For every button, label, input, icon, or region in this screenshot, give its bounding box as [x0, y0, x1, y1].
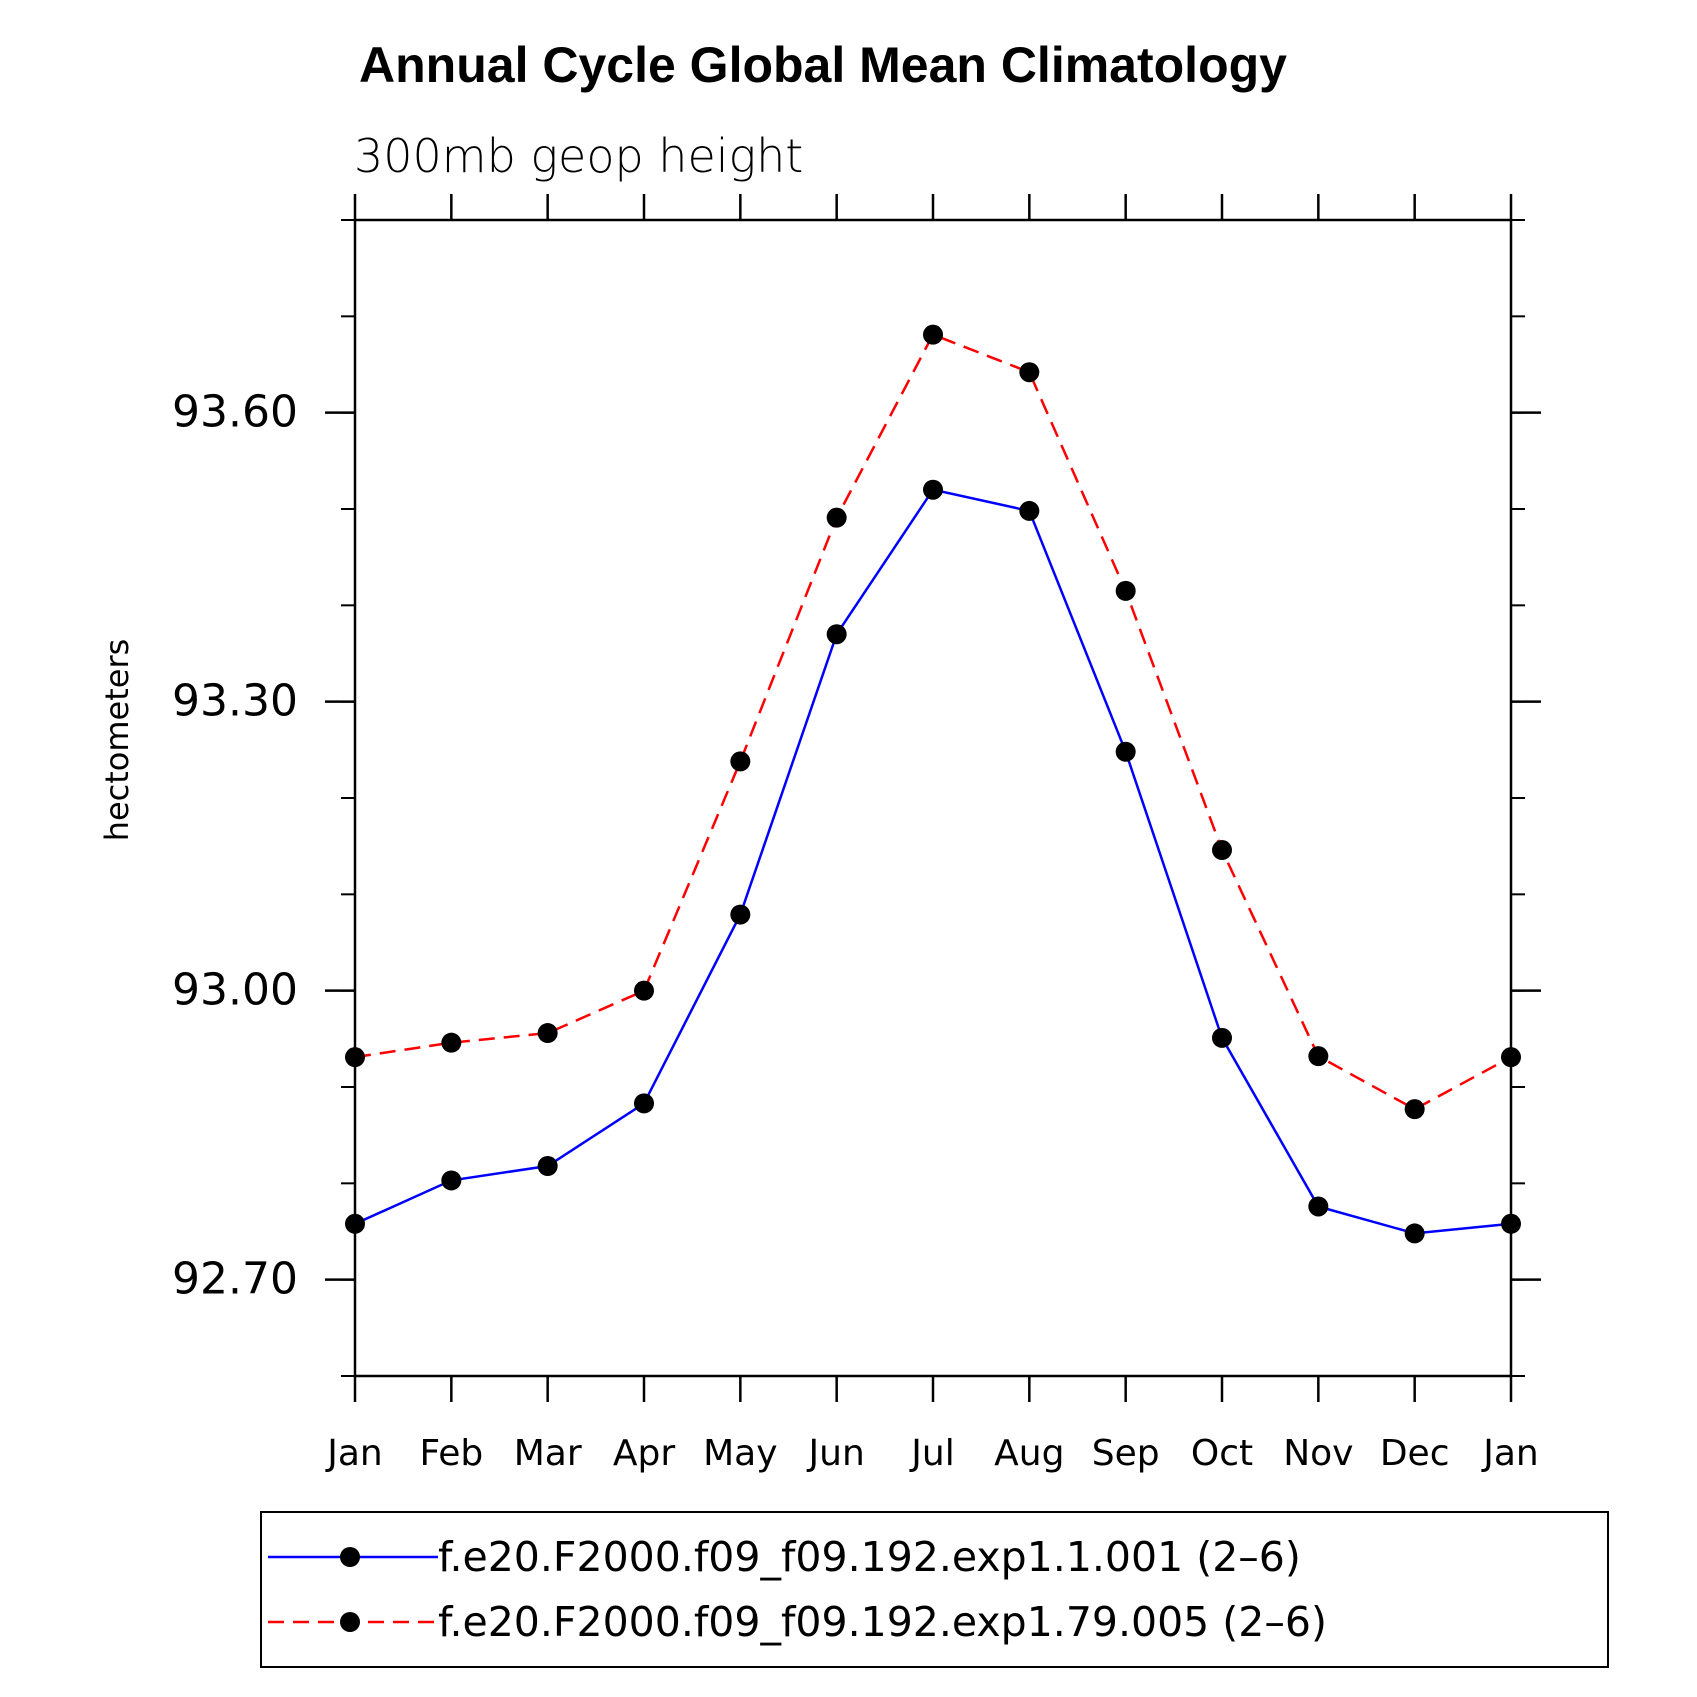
data-point-series-1 — [634, 1093, 654, 1114]
data-point-series-1 — [1212, 1027, 1232, 1048]
x-tick-label: Jul — [909, 1433, 954, 1474]
legend-box — [260, 1511, 1609, 1668]
series-line-1 — [354, 488, 1512, 1235]
y-tick-label: 93.60 — [172, 387, 298, 438]
data-point-series-1 — [1308, 1196, 1329, 1217]
data-point-series-1 — [1019, 500, 1040, 521]
x-tick-label: Apr — [613, 1433, 675, 1474]
series-lines — [354, 333, 1512, 1235]
x-tick-label: Jun — [807, 1433, 865, 1474]
x-tick-label: Mar — [514, 1433, 582, 1474]
axis-ticks — [325, 194, 1541, 1402]
data-point-series-1 — [1404, 1223, 1425, 1244]
y-tick-labels: 92.70 93.00 93.30 93.60 — [172, 387, 298, 1305]
y-tick-label: 92.70 — [172, 1254, 298, 1305]
data-point-series-2 — [1115, 580, 1136, 601]
chart-title: Annual Cycle Global Mean Climatology — [359, 37, 1287, 93]
y-tick-label: 93.00 — [172, 965, 298, 1016]
data-point-series-2 — [441, 1032, 462, 1053]
data-point-series-2 — [1212, 840, 1232, 861]
data-point-series-2 — [826, 507, 847, 528]
x-tick-label: Nov — [1283, 1433, 1353, 1474]
x-tick-label: Jan — [1481, 1433, 1539, 1474]
data-point-series-1 — [1115, 741, 1136, 762]
x-tick-label: Aug — [994, 1433, 1064, 1474]
data-point-series-2 — [537, 1023, 558, 1044]
data-point-series-1 — [826, 624, 847, 645]
data-point-series-2 — [1019, 362, 1040, 383]
legend-marker-series-2 — [340, 1612, 360, 1632]
data-point-series-1 — [1501, 1213, 1521, 1234]
legend-label-series-1: f.e20.F2000.f09_f09.192.exp1.1.001 (2–6) — [438, 1533, 1301, 1581]
legend-label-series-2: f.e20.F2000.f09_f09.192.exp1.79.005 (2–6… — [438, 1598, 1327, 1646]
x-tick-label: Oct — [1191, 1433, 1253, 1474]
data-point-series-1 — [537, 1155, 558, 1176]
data-point-series-1 — [345, 1213, 365, 1234]
data-point-series-2 — [634, 980, 654, 1001]
series-markers — [345, 324, 1521, 1244]
data-point-series-1 — [923, 479, 943, 500]
data-point-series-2 — [923, 324, 943, 345]
x-tick-label: May — [703, 1433, 777, 1474]
legend-marker-series-1 — [340, 1547, 360, 1567]
x-tick-labels: Jan Feb Mar Apr May Jun Jul Aug Sep Oct Nov Dec Jan — [325, 1433, 1539, 1474]
chart-subtitle: 300mb geop height — [354, 129, 803, 183]
data-point-series-2 — [1404, 1099, 1425, 1120]
data-point-series-1 — [730, 904, 751, 925]
series-line-2 — [354, 333, 1512, 1111]
data-point-series-2 — [1501, 1047, 1521, 1068]
x-tick-label: Jan — [325, 1433, 383, 1474]
data-point-series-2 — [345, 1047, 365, 1068]
x-tick-label: Sep — [1092, 1433, 1160, 1474]
x-tick-label: Feb — [419, 1433, 483, 1474]
data-point-series-2 — [730, 751, 751, 772]
data-point-series-1 — [441, 1170, 462, 1191]
y-axis-label: hectometers — [98, 639, 136, 842]
y-tick-label: 93.30 — [172, 676, 298, 727]
plot-frame — [353, 218, 1513, 1378]
x-tick-label: Dec — [1380, 1433, 1450, 1474]
data-point-series-2 — [1308, 1046, 1329, 1067]
legend: f.e20.F2000.f09_f09.192.exp1.1.001 (2–6)… — [260, 1511, 1609, 1668]
